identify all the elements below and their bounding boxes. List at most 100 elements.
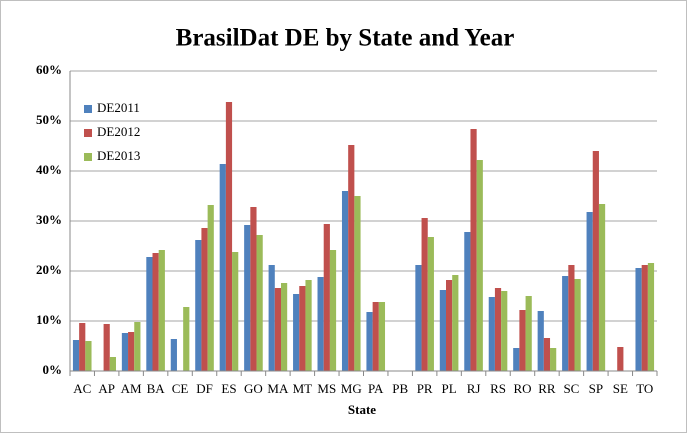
bar xyxy=(494,288,502,371)
bar xyxy=(134,322,141,371)
x-tick-label: PA xyxy=(368,381,384,396)
bar xyxy=(146,257,153,371)
bar xyxy=(170,339,177,371)
bar xyxy=(158,250,165,371)
bar xyxy=(513,348,520,371)
bar xyxy=(207,205,214,371)
bar xyxy=(543,338,551,371)
bar xyxy=(268,265,275,371)
bar xyxy=(317,277,324,371)
x-tick-label: AM xyxy=(121,381,142,396)
bar xyxy=(439,290,447,371)
x-tick-label: CE xyxy=(172,381,189,396)
bar xyxy=(72,340,80,371)
bar xyxy=(378,302,386,371)
bar xyxy=(183,307,190,371)
x-tick-label: RS xyxy=(490,381,506,396)
bar xyxy=(274,288,281,371)
bar xyxy=(128,332,135,371)
x-tick-label: ES xyxy=(221,381,236,396)
legend-label: DE2012 xyxy=(97,124,140,139)
y-tick-label: 50% xyxy=(36,112,62,127)
bar xyxy=(562,276,569,371)
bar xyxy=(568,265,575,371)
bar xyxy=(219,164,226,371)
bar xyxy=(79,323,86,371)
bar xyxy=(647,263,655,371)
y-tick-label: 10% xyxy=(36,312,62,327)
bar xyxy=(348,145,355,371)
x-tick-label: RR xyxy=(538,381,556,396)
bar xyxy=(635,268,642,371)
x-tick-label: MG xyxy=(341,381,362,396)
bar xyxy=(617,347,624,371)
bar xyxy=(537,311,544,371)
bar xyxy=(427,237,434,371)
bar xyxy=(280,283,288,371)
bar xyxy=(103,324,110,371)
bar xyxy=(415,265,422,371)
x-tick-label: PB xyxy=(392,381,408,396)
x-tick-label: RO xyxy=(513,381,531,396)
x-tick-label: PR xyxy=(417,381,433,396)
x-tick-label: MA xyxy=(267,381,289,396)
legend-swatch xyxy=(84,105,92,113)
bar xyxy=(501,291,508,371)
legend-swatch xyxy=(84,129,92,137)
bar xyxy=(201,228,208,371)
bar xyxy=(152,253,159,371)
bar xyxy=(354,196,361,371)
y-tick-label: 40% xyxy=(36,162,62,177)
bar xyxy=(464,232,471,371)
x-tick-label: DF xyxy=(196,381,213,396)
chart-title: BrasilDat DE by State and Year xyxy=(176,25,515,52)
bar xyxy=(305,280,312,371)
x-tick-label: AP xyxy=(98,381,115,396)
bar xyxy=(121,333,129,371)
bar xyxy=(488,297,495,371)
x-tick-label: SE xyxy=(613,381,628,396)
x-tick-label: BA xyxy=(147,381,166,396)
bar xyxy=(574,279,581,371)
bar xyxy=(421,218,428,371)
x-axis-title: State xyxy=(348,402,376,417)
bar xyxy=(225,102,233,371)
legend-label: DE2013 xyxy=(97,148,140,163)
bar xyxy=(550,348,557,371)
bar xyxy=(470,129,477,371)
y-tick-label: 30% xyxy=(36,212,62,227)
x-tick-label: TO xyxy=(636,381,653,396)
bar xyxy=(592,151,599,371)
x-tick-label: RJ xyxy=(467,381,481,396)
bar xyxy=(641,265,648,371)
y-tick-label: 20% xyxy=(36,262,62,277)
x-tick-label: AC xyxy=(73,381,91,396)
bar xyxy=(250,207,257,371)
y-tick-label: 0% xyxy=(43,362,63,377)
x-tick-label: MT xyxy=(293,381,313,396)
bar xyxy=(476,160,483,371)
bar xyxy=(109,357,116,371)
bar xyxy=(586,212,593,371)
x-tick-label: PL xyxy=(442,381,457,396)
bar xyxy=(329,250,337,371)
legend-label: DE2011 xyxy=(97,100,140,115)
y-tick-label: 60% xyxy=(36,62,62,77)
bar xyxy=(372,302,379,371)
bar xyxy=(341,191,349,371)
bar xyxy=(446,280,453,371)
bar xyxy=(452,275,459,371)
x-tick-label: MS xyxy=(317,381,336,396)
legend-swatch xyxy=(84,153,92,161)
bar xyxy=(244,225,251,371)
bar xyxy=(85,341,92,371)
bar xyxy=(323,224,330,371)
bar xyxy=(525,296,532,371)
bar xyxy=(519,310,526,371)
bar xyxy=(232,252,239,371)
x-tick-label: GO xyxy=(244,381,263,396)
bar xyxy=(366,312,373,371)
bar xyxy=(598,204,606,371)
x-tick-label: SP xyxy=(589,381,603,396)
